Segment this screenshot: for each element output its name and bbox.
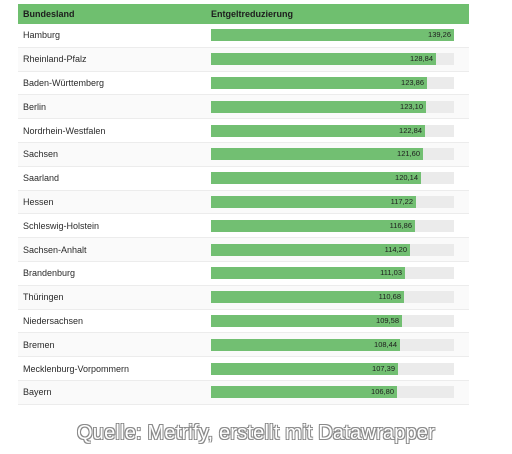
table-row: Hamburg 139,26 bbox=[18, 24, 469, 48]
table-row: Mecklenburg-Vorpommern 107,39 bbox=[18, 357, 469, 381]
data-label: 121,60 bbox=[397, 149, 420, 159]
table-row: Nordrhein-Westfalen 122,84 bbox=[18, 119, 469, 143]
bar bbox=[211, 148, 423, 161]
bar-track: 120,14 bbox=[211, 172, 454, 185]
table-row: Rheinland-Pfalz 128,84 bbox=[18, 47, 469, 72]
category-label: Hamburg bbox=[23, 30, 61, 41]
category-label: Bremen bbox=[23, 339, 55, 350]
table-row: Thüringen 110,68 bbox=[18, 285, 469, 310]
bar-track: 123,86 bbox=[211, 76, 454, 89]
bar-track: 107,39 bbox=[211, 362, 454, 375]
bar-track: 128,84 bbox=[211, 53, 454, 66]
category-label: Schleswig-Holstein bbox=[23, 220, 100, 231]
table-row: Schleswig-Holstein 116,86 bbox=[18, 214, 469, 239]
category-label: Brandenburg bbox=[23, 268, 76, 279]
bar-track: 114,20 bbox=[211, 243, 454, 256]
bar-track: 139,26 bbox=[211, 29, 454, 42]
bar-track: 123,10 bbox=[211, 100, 454, 113]
data-table: Bundesland Entgeltreduzierung Hamburg 139… bbox=[18, 4, 469, 405]
table-row: Bremen 108,44 bbox=[18, 333, 469, 358]
bar-track: 106,80 bbox=[211, 386, 454, 399]
table-row: Sachsen 121,60 bbox=[18, 142, 469, 167]
bar-track: 121,60 bbox=[211, 148, 454, 161]
table-body: Hamburg 139,26 Rheinland-Pfalz 128,84 Baden-… bbox=[18, 24, 469, 405]
bar-track: 122,84 bbox=[211, 124, 454, 137]
table-row: Berlin 123,10 bbox=[18, 95, 469, 120]
bar bbox=[211, 195, 416, 208]
category-label: Sachsen bbox=[23, 149, 59, 160]
bar bbox=[211, 124, 425, 137]
data-label: 108,44 bbox=[374, 339, 397, 349]
data-label: 120,14 bbox=[395, 173, 418, 183]
category-label: Rheinland-Pfalz bbox=[23, 54, 87, 65]
bar bbox=[211, 314, 402, 327]
table-row: Brandenburg 111,03 bbox=[18, 262, 469, 286]
category-label: Thüringen bbox=[23, 292, 64, 303]
bar-track: 111,03 bbox=[211, 267, 454, 280]
table-row: Niedersachsen 109,58 bbox=[18, 310, 469, 334]
data-label: 122,84 bbox=[399, 125, 422, 135]
data-label: 116,86 bbox=[389, 220, 412, 230]
table-row: Saarland 120,14 bbox=[18, 167, 469, 191]
data-label: 107,39 bbox=[372, 363, 395, 373]
data-label: 109,58 bbox=[376, 315, 399, 325]
category-label: Mecklenburg-Vorpommern bbox=[23, 363, 130, 374]
data-label: 128,84 bbox=[410, 54, 433, 64]
source-caption: Quelle: Metrify, erstellt mit Datawrappe… bbox=[77, 422, 435, 444]
table-row: Baden-Württemberg 123,86 bbox=[18, 72, 469, 96]
category-label: Hessen bbox=[23, 196, 54, 207]
table-row: Hessen 117,22 bbox=[18, 190, 469, 215]
category-label: Saarland bbox=[23, 173, 60, 184]
bar bbox=[211, 386, 397, 399]
bar bbox=[211, 291, 404, 304]
category-label: Niedersachsen bbox=[23, 315, 84, 326]
bar bbox=[211, 338, 400, 351]
data-label: 139,26 bbox=[428, 30, 451, 40]
bar bbox=[211, 172, 421, 185]
bar bbox=[211, 267, 405, 280]
bar bbox=[211, 53, 436, 66]
bar-track: 110,68 bbox=[211, 291, 454, 304]
bar bbox=[211, 76, 427, 89]
category-label: Sachsen-Anhalt bbox=[23, 244, 87, 255]
bar bbox=[211, 219, 415, 232]
category-label: Nordrhein-Westfalen bbox=[23, 125, 106, 136]
data-label: 117,22 bbox=[390, 196, 413, 206]
data-label: 106,80 bbox=[371, 387, 394, 397]
bar-track: 116,86 bbox=[211, 219, 454, 232]
data-label: 114,20 bbox=[384, 244, 407, 254]
data-label: 110,68 bbox=[378, 292, 401, 302]
bar-track: 117,22 bbox=[211, 195, 454, 208]
bar bbox=[211, 243, 410, 256]
table-row: Sachsen-Anhalt 114,20 bbox=[18, 238, 469, 262]
data-label: 111,03 bbox=[380, 268, 402, 278]
category-label: Baden-Württemberg bbox=[23, 77, 105, 88]
column-header-entgeltreduzierung: Entgeltreduzierung bbox=[211, 9, 294, 19]
category-label: Berlin bbox=[23, 101, 47, 112]
bar bbox=[211, 362, 398, 375]
table-row: Bayern 106,80 bbox=[18, 380, 469, 405]
table-header: Bundesland Entgeltreduzierung bbox=[18, 4, 469, 24]
bar bbox=[211, 100, 426, 113]
bar-track: 109,58 bbox=[211, 314, 454, 327]
bar-track: 108,44 bbox=[211, 338, 454, 351]
category-label: Bayern bbox=[23, 387, 52, 398]
column-header-bundesland: Bundesland bbox=[23, 9, 75, 19]
bar bbox=[211, 29, 454, 42]
data-label: 123,10 bbox=[400, 101, 423, 111]
data-label: 123,86 bbox=[401, 77, 424, 87]
